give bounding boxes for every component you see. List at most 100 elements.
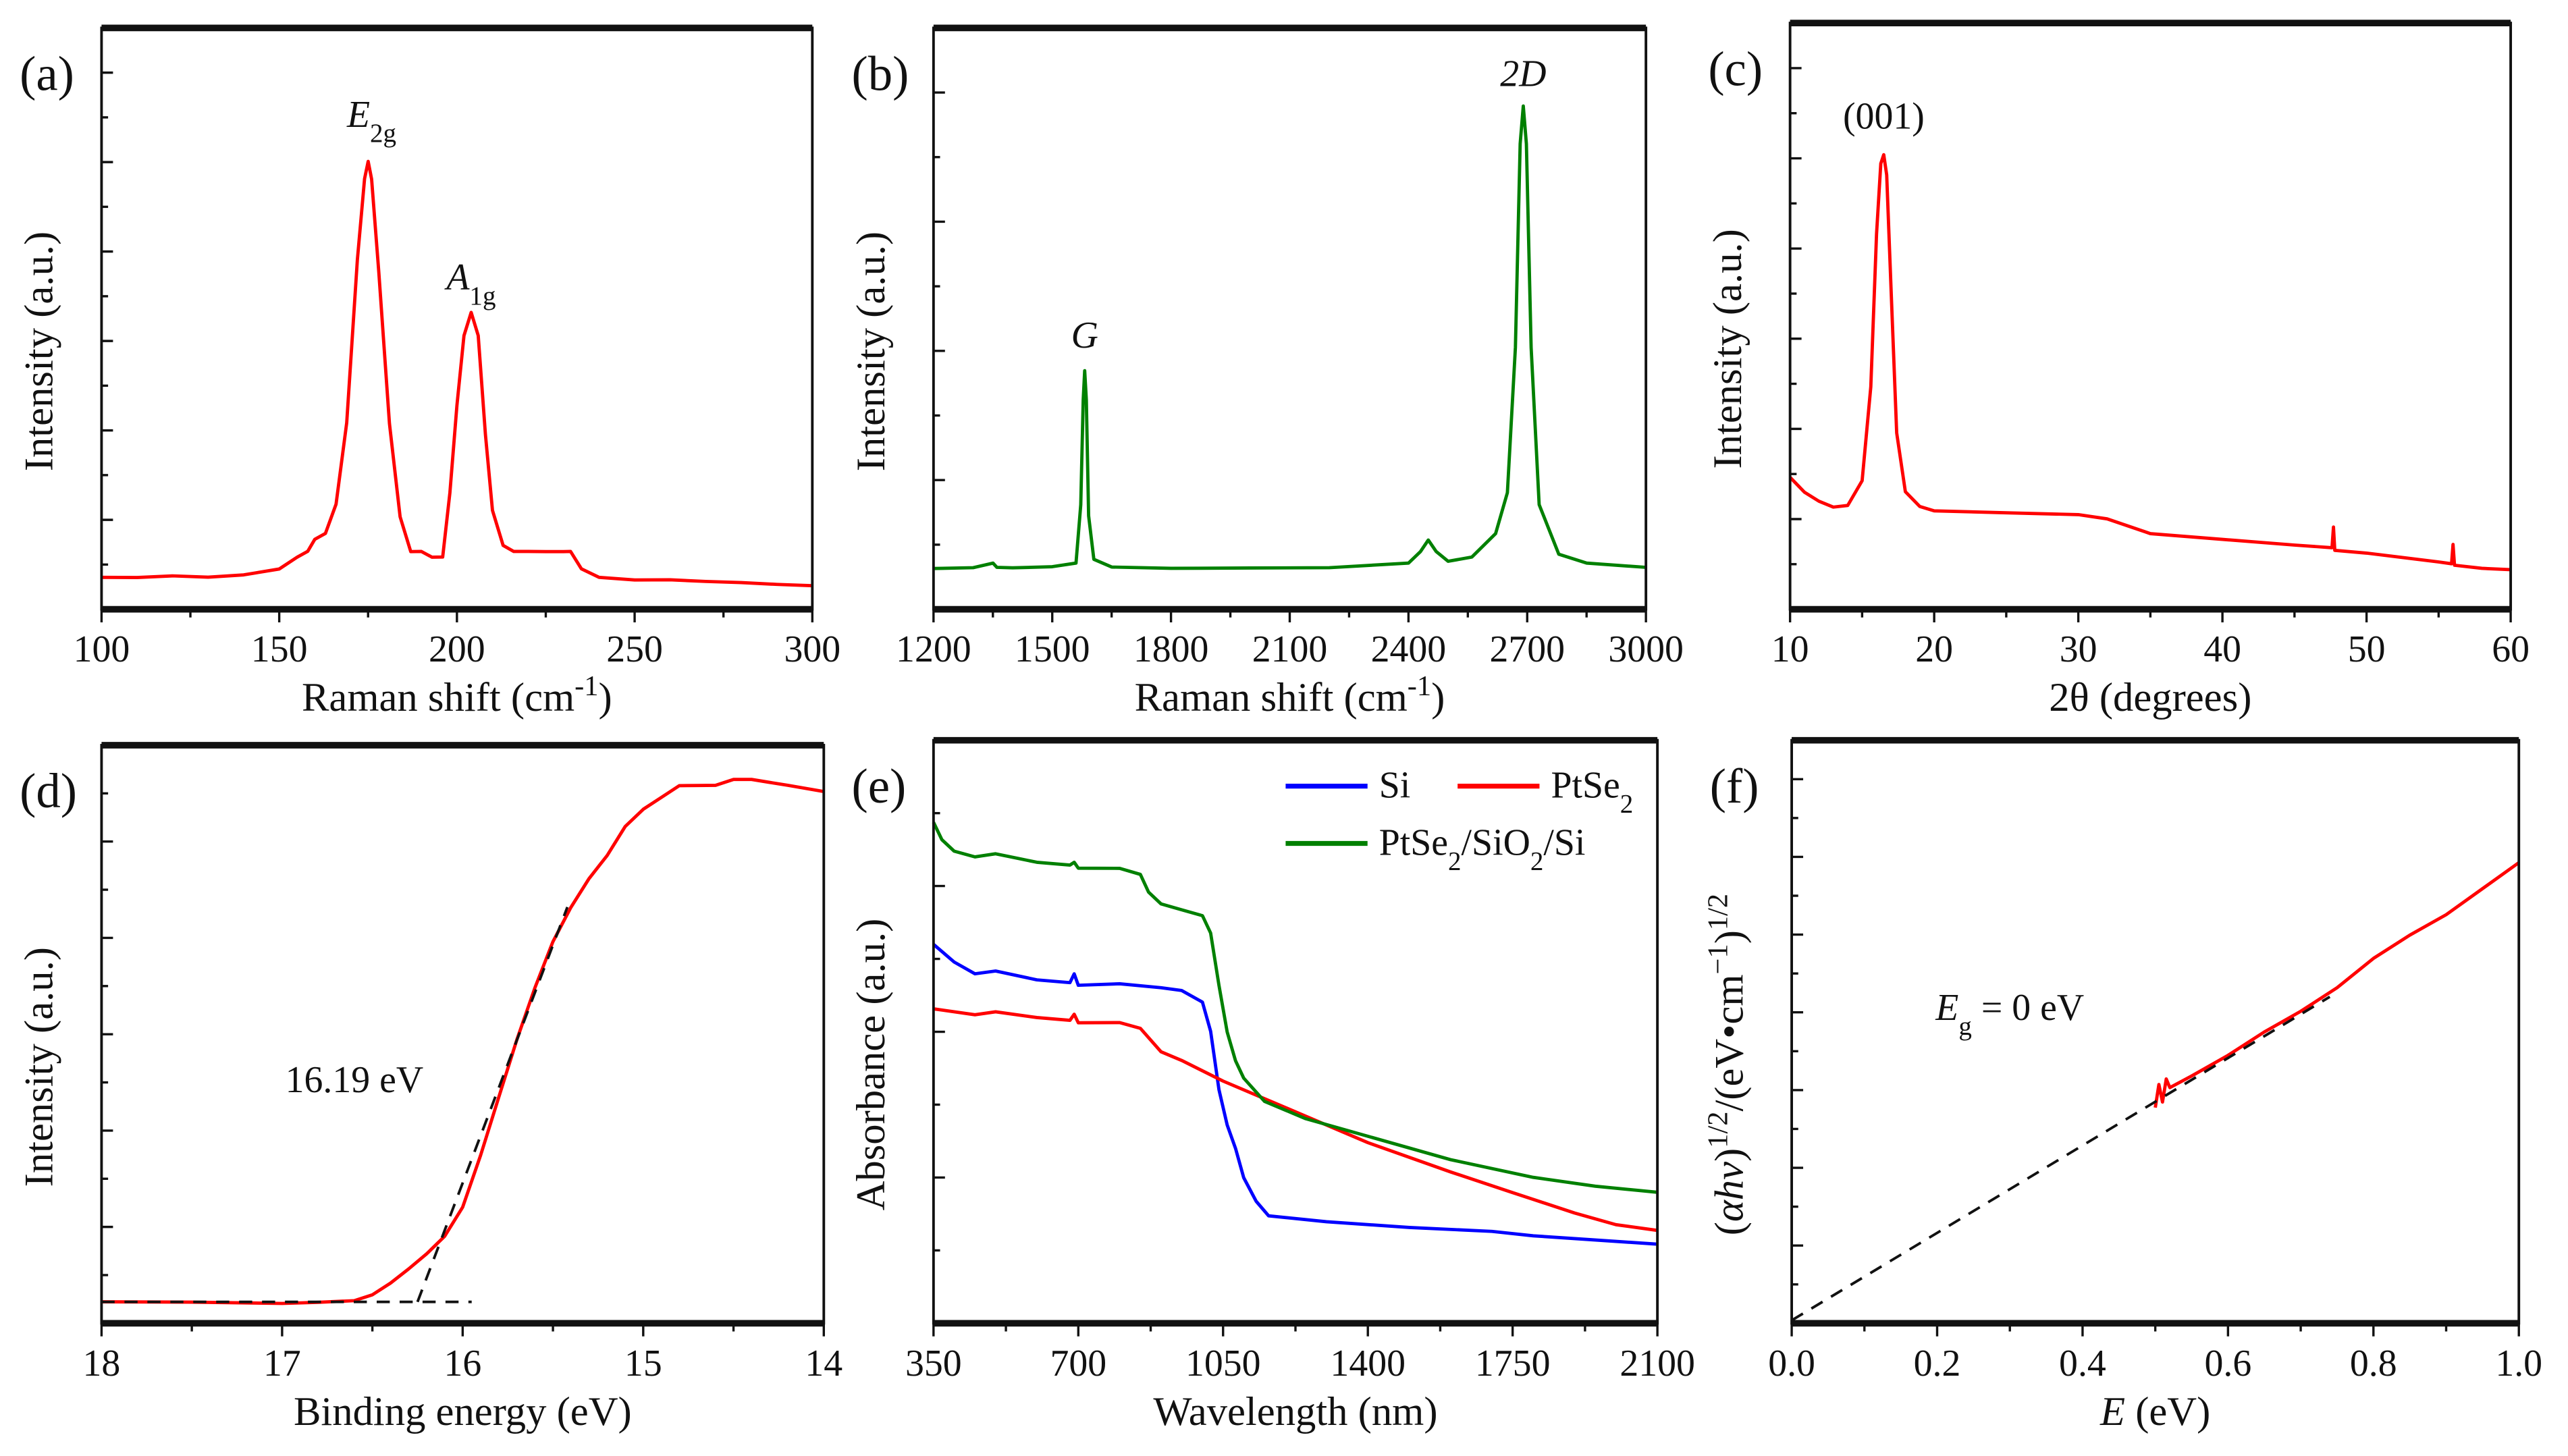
text-part: ) xyxy=(1707,930,1752,944)
x-tick-label: 60 xyxy=(2492,628,2530,670)
text-part: Binding energy (eV) xyxy=(294,1389,632,1434)
peak-annotation: 2D xyxy=(1500,53,1546,95)
x-tick-label: 0.8 xyxy=(2350,1343,2397,1384)
text-part: 1/2 xyxy=(1702,1112,1734,1148)
x-tick-label: 40 xyxy=(2203,628,2241,670)
text-part: 1/2 xyxy=(1702,894,1734,930)
x-tick-label: 250 xyxy=(606,628,663,670)
text-part: -1 xyxy=(574,670,598,702)
panel-label: (a) xyxy=(20,47,74,101)
series-line-graphene xyxy=(933,104,1647,570)
text-part: Si xyxy=(1379,765,1411,807)
text-part: ) xyxy=(1707,1148,1752,1162)
plot-frame xyxy=(1790,738,2521,1325)
x-tick-label: 700 xyxy=(1050,1343,1106,1384)
text-part: Wavelength (nm) xyxy=(1153,1389,1437,1434)
series-line-tauc xyxy=(2154,861,2520,1108)
text-part: E xyxy=(2099,1389,2125,1434)
text-part: 2 xyxy=(1620,789,1634,818)
series-line-ups xyxy=(101,778,824,1305)
x-tick-label: 0.4 xyxy=(2059,1343,2106,1384)
text-part: Raman shift (cm xyxy=(302,675,574,720)
text-part: A xyxy=(444,257,470,298)
peak-annotation: 16.19 eV xyxy=(286,1059,423,1101)
text-part: Raman shift (cm xyxy=(1135,675,1408,720)
y-axis-title: (αhν)1/2/(eV•cm−1)1/2 xyxy=(1702,894,1753,1235)
text-part: Intensity (a.u.) xyxy=(17,947,62,1187)
text-part: /Si xyxy=(1543,822,1585,864)
peak-annotation: Eg = 0 eV xyxy=(1935,987,2084,1041)
x-tick-label: 30 xyxy=(2060,628,2097,670)
panel-label: (b) xyxy=(852,47,909,101)
text-part: 2 xyxy=(1530,846,1544,875)
y-axis-title: Intensity (a.u.) xyxy=(849,232,894,471)
text-part: -1 xyxy=(1408,670,1431,702)
plot-frame xyxy=(932,26,1648,611)
x-tick-label: 0.2 xyxy=(1914,1343,1961,1384)
x-axis-title: Raman shift (cm-1) xyxy=(1135,670,1445,721)
x-tick-label: 10 xyxy=(1771,628,1809,670)
x-tick-label: 1500 xyxy=(1015,628,1090,670)
fit-dashed-line xyxy=(1791,996,2331,1322)
series-line-ptse2 xyxy=(101,159,813,588)
series-line-xrd xyxy=(1788,153,2511,572)
x-tick-label: 16 xyxy=(444,1343,481,1384)
text-part: G xyxy=(1071,315,1098,356)
panel-e: 350 700 1050 1400 1750 2100 Wavelength (nm) Abs… xyxy=(849,736,1695,1434)
x-tick-label: 50 xyxy=(2348,628,2386,670)
x-axis-title: 2θ (degrees) xyxy=(2049,675,2251,720)
x-tick-label: 0.6 xyxy=(2204,1343,2251,1384)
legend-label: PtSe2/SiO2/Si xyxy=(1379,822,1586,876)
x-tick-label: 300 xyxy=(784,628,840,670)
text-part: Intensity (a.u.) xyxy=(1705,229,1750,468)
panel-d: 18 17 16 15 14 Binding energy (eV) Intensity (… xyxy=(17,742,842,1434)
x-tick-label: 200 xyxy=(429,628,485,670)
x-axis-title: E (eV) xyxy=(2099,1389,2210,1434)
text-part: 2θ (degrees) xyxy=(2049,675,2251,720)
y-axis-title: Intensity (a.u.) xyxy=(17,947,62,1187)
x-tick-label: 17 xyxy=(263,1343,301,1384)
x-tick-label: 15 xyxy=(624,1343,662,1384)
peak-annotation: G xyxy=(1071,315,1098,356)
text-part: (eV) xyxy=(2125,1389,2210,1434)
plot-frame xyxy=(100,26,814,611)
peak-annotation: A1g xyxy=(444,257,496,311)
x-tick-label: 0.0 xyxy=(1768,1343,1815,1384)
panel-a: 100 150 200 250 300 Raman shift (cm-1) Intensi… xyxy=(17,24,840,721)
x-tick-label: 1200 xyxy=(896,628,971,670)
x-tick-label: 1750 xyxy=(1475,1343,1551,1384)
text-part: Absorbance (a.u.) xyxy=(849,919,894,1211)
text-part: PtSe xyxy=(1551,765,1620,807)
x-tick-label: 18 xyxy=(83,1343,121,1384)
text-part: −1 xyxy=(1702,944,1734,974)
panel-b: 1200 1500 1800 2100 2400 2700 3000 Raman shift … xyxy=(849,24,1684,721)
fit-dashed-line xyxy=(416,907,569,1303)
x-axis-title: Wavelength (nm) xyxy=(1153,1389,1437,1434)
text-part: /SiO xyxy=(1462,822,1530,864)
x-axis-title: Binding energy (eV) xyxy=(294,1389,632,1434)
y-axis-title: Absorbance (a.u.) xyxy=(849,919,894,1211)
text-part: 2 xyxy=(1448,846,1462,875)
x-tick-label: 1.0 xyxy=(2495,1343,2542,1384)
x-tick-label: 1800 xyxy=(1133,628,1209,670)
peak-annotation: E2g xyxy=(346,94,396,148)
x-tick-label: 2100 xyxy=(1252,628,1328,670)
series-line-ptse2 xyxy=(933,1007,1658,1233)
x-tick-label: 2100 xyxy=(1620,1343,1695,1384)
text-part: ) xyxy=(599,675,612,720)
x-tick-label: 20 xyxy=(1915,628,1953,670)
panel-label: (f) xyxy=(1710,759,1759,813)
x-tick-label: 14 xyxy=(805,1343,842,1384)
panel-f: 0.0 0.2 0.4 0.6 0.8 1.0 E (eV) (αhν)1/2/(eV•cm−… xyxy=(1702,736,2542,1434)
x-tick-label: 1050 xyxy=(1185,1343,1261,1384)
text-part: Intensity (a.u.) xyxy=(849,232,894,471)
legend-label: Si xyxy=(1379,765,1411,807)
x-axis-title: Raman shift (cm-1) xyxy=(302,670,612,721)
text-part: ( xyxy=(1707,1222,1752,1235)
x-tick-label: 100 xyxy=(74,628,130,670)
x-tick-label: 150 xyxy=(251,628,308,670)
peak-annotation: (001) xyxy=(1843,95,1925,137)
text-part: 16.19 eV xyxy=(286,1059,423,1101)
x-tick-label: 350 xyxy=(905,1343,962,1384)
x-tick-label: 1400 xyxy=(1330,1343,1406,1384)
